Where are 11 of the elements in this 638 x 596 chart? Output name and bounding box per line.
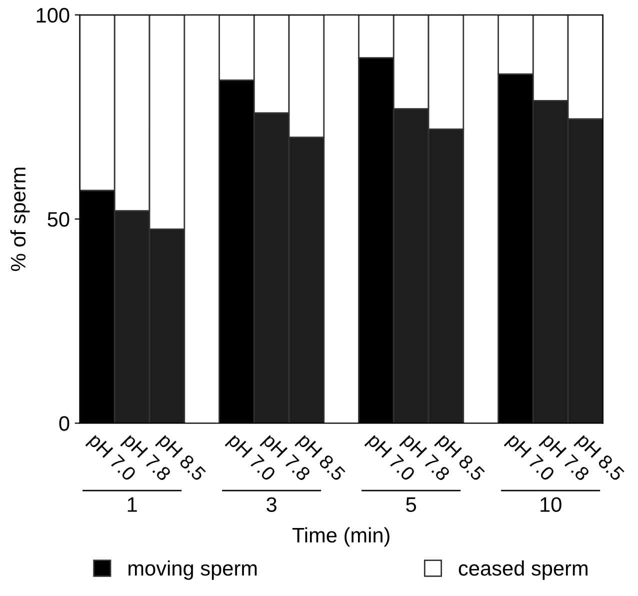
y-axis-title: % of sperm xyxy=(10,168,30,271)
text: 10 xyxy=(540,497,562,512)
legend-label: moving sperm xyxy=(128,560,257,580)
legend-label: ceased sperm xyxy=(458,560,588,580)
x-axis-title: Time (min) xyxy=(292,527,390,547)
text: 5 xyxy=(406,497,416,512)
y-tick-label: 100 xyxy=(36,8,70,23)
y-tick-label: 50 xyxy=(48,212,70,227)
text: 1 xyxy=(128,497,137,512)
y-tick-label: 0 xyxy=(59,416,70,431)
text: 3 xyxy=(266,497,276,512)
